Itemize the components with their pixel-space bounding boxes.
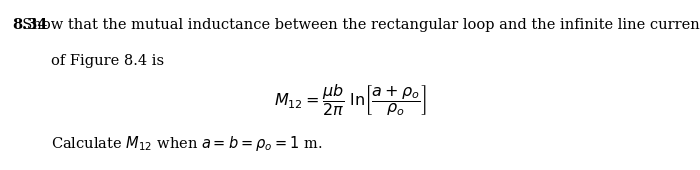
Text: Calculate $M_{12}$ when $a = b = \rho_o = 1$ m.: Calculate $M_{12}$ when $a = b = \rho_o … — [51, 134, 323, 153]
Text: of Figure 8.4 is: of Figure 8.4 is — [51, 54, 164, 67]
Text: $M_{12} = \dfrac{\mu b}{2\pi}\ \mathrm{ln} \left[ \dfrac{a + \rho_o}{\rho_o} \ri: $M_{12} = \dfrac{\mu b}{2\pi}\ \mathrm{l… — [274, 82, 426, 118]
Text: 8.34: 8.34 — [13, 18, 48, 32]
Text: Show that the mutual inductance between the rectangular loop and the infinite li: Show that the mutual inductance between … — [13, 18, 700, 32]
